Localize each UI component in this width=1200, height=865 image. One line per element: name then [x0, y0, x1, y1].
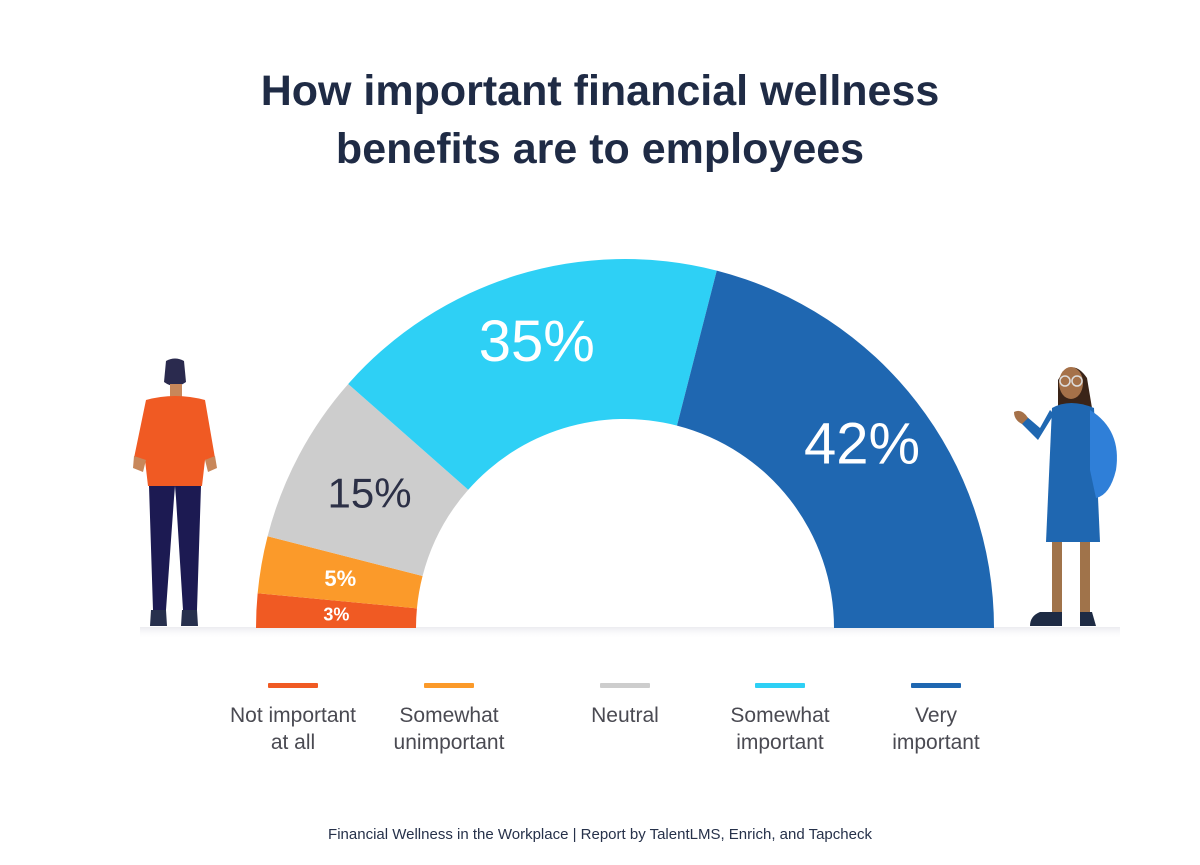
chart-slices: [256, 259, 995, 628]
legend-label: Not important at all: [229, 704, 357, 754]
chart-title-line-2: benefits are to employees: [335, 125, 865, 173]
chart-data-label-3: 35%: [479, 309, 595, 374]
chart-data-label-1: 5%: [324, 566, 356, 591]
chart-data-labels: 3% 5% 15% 35% 42%: [323, 309, 920, 625]
legend-item-somewhat-unimportant: Somewhat unimportant: [369, 683, 529, 756]
chart-title-line-1: How important financial wellness: [260, 67, 940, 115]
legend-item-very-important: Very important: [856, 683, 1016, 756]
floor-shadow: [140, 627, 1120, 639]
legend-swatch: [911, 683, 961, 688]
legend-swatch: [600, 683, 650, 688]
chart-legend: Not important at all Somewhat unimportan…: [200, 683, 1060, 763]
chart-slice-0: [256, 593, 417, 628]
chart-data-label-4: 42%: [804, 412, 920, 477]
chart-data-label-0: 3%: [323, 604, 349, 624]
chart-slice-4: [676, 270, 995, 628]
chart-slice-3: [348, 259, 717, 490]
legend-item-somewhat-important: Somewhat important: [700, 683, 860, 756]
legend-label: Somewhat important: [730, 704, 830, 754]
legend-swatch: [268, 683, 318, 688]
woman-presenting-icon: [1014, 367, 1117, 626]
chart-title: How important financial wellness benefit…: [0, 62, 1200, 178]
legend-item-neutral: Neutral: [545, 683, 705, 729]
legend-label: Very important: [892, 704, 980, 754]
man-standing-back-view-icon: [133, 358, 217, 626]
legend-swatch: [755, 683, 805, 688]
source-footer: Financial Wellness in the Workplace | Re…: [328, 826, 872, 843]
legend-item-not-important: Not important at all: [213, 683, 373, 756]
legend-label: Somewhat unimportant: [393, 704, 505, 754]
legend-label: Neutral: [591, 704, 659, 727]
chart-slice-1: [257, 536, 423, 609]
legend-swatch: [424, 683, 474, 688]
chart-data-label-2: 15%: [328, 469, 412, 516]
chart-slice-2: [267, 383, 469, 577]
